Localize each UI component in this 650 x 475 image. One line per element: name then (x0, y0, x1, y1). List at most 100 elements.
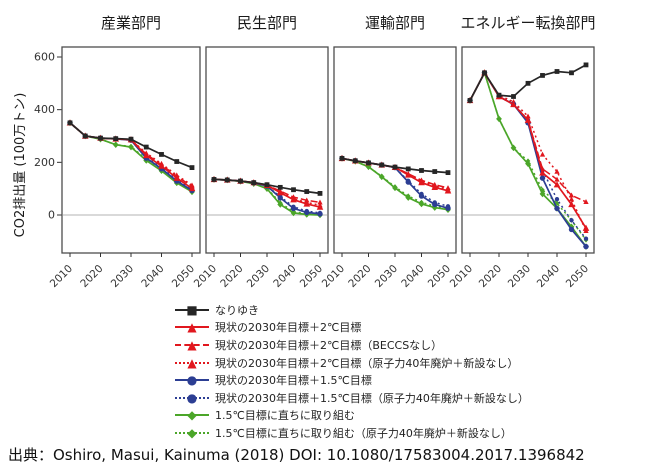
data-point-circle (554, 197, 560, 202)
data-point-square (113, 136, 119, 142)
data-point-triangle (173, 174, 181, 181)
data-point-circle (568, 226, 575, 233)
data-point-square (159, 152, 164, 157)
panel-title-industry: 産業部門 (100, 14, 161, 32)
x-tick-label: 2040 (535, 263, 562, 290)
data-point-circle (304, 209, 310, 216)
data-point-square (98, 135, 103, 141)
x-tick-label: 2030 (373, 263, 400, 290)
x-tick-label: 2050 (426, 263, 453, 290)
legend-item-2c-nobeccs: ▲ 現状の2030年目標＋2℃目標（BECCSなし） (175, 336, 529, 354)
y-tick-label: 0 (48, 209, 55, 222)
data-point-diamond (540, 187, 545, 193)
data-point-square (143, 144, 149, 150)
data-point-square (339, 155, 345, 161)
data-point-square (554, 69, 560, 74)
data-point-circle (277, 195, 283, 201)
data-point-triangle (142, 151, 150, 159)
data-point-triangle (510, 100, 517, 108)
legend-label: なりゆき (215, 303, 259, 317)
data-point-square (467, 98, 473, 103)
data-point-diamond (554, 200, 560, 206)
data-point-square (224, 177, 230, 183)
data-point-square (82, 133, 88, 139)
data-point-circle (290, 205, 297, 212)
series-line-t2_nobeccs (469, 71, 587, 203)
legend-item-15c-now-nonuclear: ◆ 1.5℃目標に直ちに取り組む（原子力40年廃炉＋新設なし） (175, 424, 529, 442)
panel-title-residential: 民生部門 (236, 14, 297, 32)
legend-swatch-triangle-dashed-icon: ▲ (175, 338, 209, 352)
data-point-triangle (568, 196, 575, 202)
data-point-triangle (418, 179, 425, 186)
x-tick-label: 2030 (506, 263, 533, 290)
legend: ■ なりゆき ▲ 現状の2030年目標＋2℃目標 ▲ 現状の2030年目標＋2℃… (175, 301, 529, 442)
x-tick-label: 2040 (139, 263, 166, 290)
data-point-triangle (539, 151, 546, 157)
x-tick-label: 2010 (320, 263, 347, 290)
x-tick-label: 2030 (245, 263, 272, 290)
data-point-diamond (405, 194, 412, 201)
x-tick-label: 2050 (170, 263, 197, 290)
series-line-t15_nonuke (213, 178, 321, 214)
data-point-triangle (444, 187, 452, 194)
data-point-square (569, 70, 574, 76)
x-tick-label: 2010 (192, 263, 219, 290)
data-point-square (277, 184, 283, 190)
data-point-circle (317, 211, 323, 217)
data-point-square (540, 73, 545, 78)
legend-swatch-diamond-dotted-icon: ◆ (175, 426, 209, 440)
data-point-triangle (303, 200, 311, 207)
data-point-triangle (276, 189, 284, 196)
legend-label: 1.5℃目標に直ちに取り組む（原子力40年廃炉＋新設なし） (215, 426, 512, 440)
data-point-triangle (188, 184, 196, 192)
data-point-circle (539, 175, 546, 181)
x-tick-label: 2010 (448, 263, 475, 290)
data-point-square (392, 164, 398, 170)
data-point-diamond (290, 209, 297, 217)
data-point-diamond (418, 200, 425, 208)
y-tick-label: 600 (34, 51, 55, 64)
data-point-triangle (539, 169, 546, 176)
data-point-circle (405, 179, 411, 185)
data-point-triangle (553, 181, 561, 188)
data-point-diamond (431, 204, 438, 211)
data-point-square (525, 80, 531, 86)
legend-swatch-triangle-dotted-icon: ▲ (175, 356, 209, 370)
data-point-triangle (290, 196, 297, 203)
data-point-diamond (539, 190, 546, 198)
data-point-triangle (317, 199, 323, 205)
data-point-square (419, 168, 424, 173)
data-point-circle (418, 193, 425, 199)
legend-label: 現状の2030年目標＋2℃目標（原子力40年廃炉＋新設なし） (215, 356, 519, 370)
data-point-diamond (277, 201, 284, 208)
data-point-square (67, 120, 73, 126)
data-point-square (405, 166, 411, 172)
data-point-square (211, 177, 217, 182)
legend-item-15c: ● 現状の2030年目標＋1.5℃目標 (175, 371, 529, 389)
data-point-square (264, 182, 270, 188)
data-point-triangle (568, 200, 575, 208)
data-point-square (238, 178, 243, 184)
legend-label: 現状の2030年目標＋1.5℃目標（原子力40年廃炉＋新設なし） (215, 391, 529, 405)
data-point-circle (554, 205, 560, 212)
x-tick-label: 2020 (218, 263, 245, 290)
data-point-circle (583, 236, 589, 241)
data-point-square (304, 189, 310, 194)
data-point-square (583, 62, 589, 68)
legend-item-2c-nonuclear: ▲ 現状の2030年目標＋2℃目標（原子力40年廃炉＋新設なし） (175, 354, 529, 372)
data-point-triangle (582, 224, 590, 231)
legend-swatch-square-icon: ■ (175, 303, 209, 317)
legend-swatch-diamond-icon: ◆ (175, 408, 209, 422)
panel-border (333, 46, 457, 254)
x-tick-label: 2030 (109, 263, 136, 290)
panel-title-energy: エネルギー転換部門 (460, 14, 596, 32)
data-point-circle (569, 218, 574, 223)
data-point-diamond (365, 163, 372, 171)
data-point-square (189, 165, 195, 170)
data-point-square (352, 158, 358, 164)
data-point-square (128, 136, 134, 142)
x-tick-label: 2020 (78, 263, 105, 290)
x-tick-label: 2010 (48, 263, 75, 290)
